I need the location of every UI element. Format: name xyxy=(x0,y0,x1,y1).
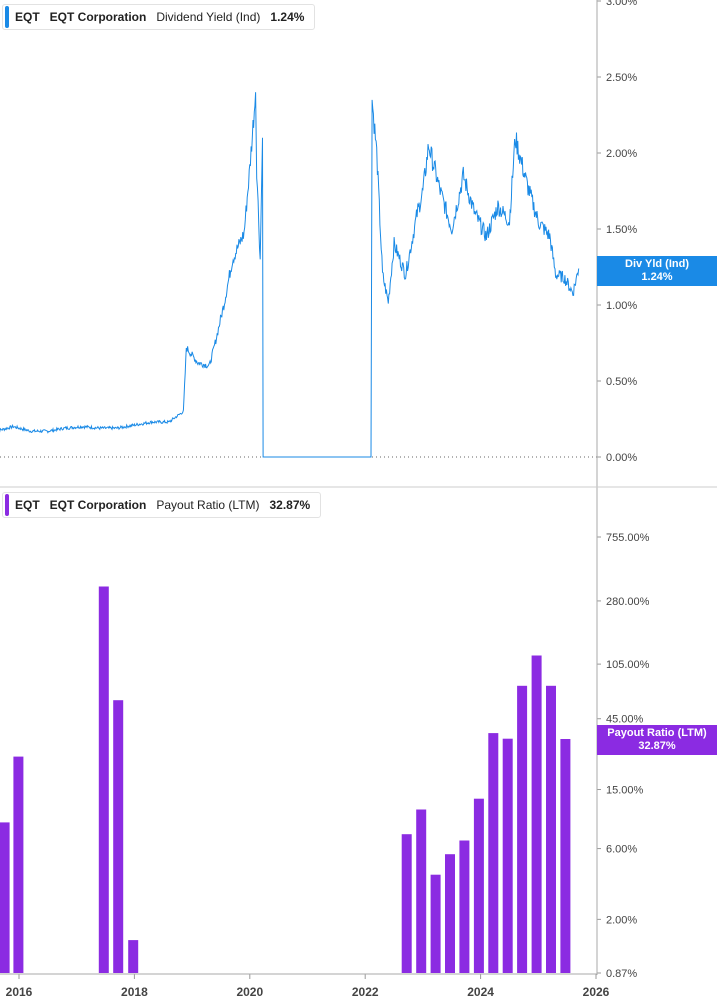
tag-value: 1.24% xyxy=(641,271,673,283)
y-tick-label: 15.00% xyxy=(606,785,644,797)
series-color-swatch xyxy=(5,494,9,516)
y-tick-label: 105.00% xyxy=(606,659,650,671)
dividend-yield-legend: EQT EQT Corporation Dividend Yield (Ind)… xyxy=(2,4,316,30)
x-tick-label: 2024 xyxy=(467,985,494,999)
y-tick-label: 755.00% xyxy=(606,532,650,544)
legend-company: EQT Corporation xyxy=(49,498,147,512)
payout-bar xyxy=(560,739,571,973)
y-tick-label: 45.00% xyxy=(606,714,644,726)
payout-bar xyxy=(502,738,513,973)
tag-value: 32.87% xyxy=(638,740,676,752)
tag-label: Div Yld (Ind) xyxy=(625,258,689,270)
dividend-yield-value-tag: Div Yld (Ind) 1.24% xyxy=(597,256,717,286)
payout-bar xyxy=(430,874,441,973)
payout-ratio-value-tag: Payout Ratio (LTM) 32.87% xyxy=(597,725,717,755)
y-tick-label: 2.00% xyxy=(606,914,637,926)
payout-ratio-chart: 0.87% 2.00% 6.00% 15.00% 45.00% 105.00% 280.00… xyxy=(0,532,650,999)
payout-bar xyxy=(113,700,124,973)
payout-bar xyxy=(445,854,455,973)
y-tick-label: 1.50% xyxy=(606,224,637,236)
legend-metric: Dividend Yield (Ind) xyxy=(156,10,261,24)
dividend-yield-chart: 0.00% 0.50% 1.00% 1.50% 2.00% 2.50% 3.00% xyxy=(0,0,637,464)
payout-bar xyxy=(546,685,556,973)
tag-label: Payout Ratio (LTM) xyxy=(607,727,707,739)
payout-ratio-legend: EQT EQT Corporation Payout Ratio (LTM) 3… xyxy=(2,492,322,518)
x-tick-label: 2018 xyxy=(121,985,148,999)
payout-bar xyxy=(531,655,542,973)
y-tick-label: 0.00% xyxy=(606,452,637,464)
payout-bar xyxy=(416,809,427,973)
payout-bar xyxy=(128,940,139,973)
payout-bar xyxy=(459,840,470,973)
x-tick-label: 2020 xyxy=(236,985,263,999)
x-tick-label: 2022 xyxy=(352,985,379,999)
legend-ticker: EQT xyxy=(15,10,40,24)
legend-metric: Payout Ratio (LTM) xyxy=(156,498,260,512)
y-tick-label: 1.00% xyxy=(606,300,637,312)
legend-company: EQT Corporation xyxy=(49,10,147,24)
y-tick-label: 6.00% xyxy=(606,844,637,856)
y-tick-label: 280.00% xyxy=(606,596,650,608)
payout-bar xyxy=(13,756,24,973)
payout-bar xyxy=(473,798,484,973)
series-color-swatch xyxy=(5,6,9,28)
payout-bar xyxy=(98,586,109,973)
payout-bar xyxy=(0,822,10,973)
y-tick-label: 2.00% xyxy=(606,148,637,160)
x-tick-label: 2026 xyxy=(583,985,610,999)
legend-ticker: EQT xyxy=(15,498,40,512)
legend-value: 32.87% xyxy=(269,498,311,512)
y-tick-label: 2.50% xyxy=(606,72,637,84)
y-tick-label: 3.00% xyxy=(606,0,637,8)
payout-bar xyxy=(488,733,499,973)
y-tick-label: 0.87% xyxy=(606,968,637,980)
x-tick-label: 2016 xyxy=(6,985,33,999)
y-tick-label: 0.50% xyxy=(606,376,637,388)
dividend-yield-line xyxy=(0,92,580,458)
legend-value: 1.24% xyxy=(270,10,305,24)
payout-bar xyxy=(517,685,528,973)
payout-bar xyxy=(401,834,412,973)
